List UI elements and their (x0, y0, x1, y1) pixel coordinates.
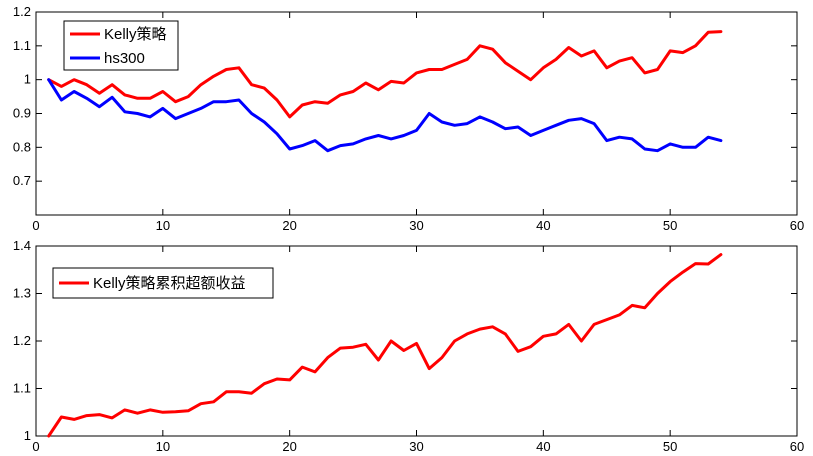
legend-top: Kelly策略 hs300 (63, 20, 179, 71)
x-axis-ticks-top: 0 10 20 30 40 50 60 (32, 12, 804, 233)
x-tick-label-top-6: 60 (790, 218, 804, 233)
x-tick-label-top-5: 50 (663, 218, 677, 233)
x-tick-label-top-3: 30 (409, 218, 423, 233)
x-tick-label-bottom-0: 0 (32, 439, 39, 454)
y-tick-label-top-4: 1.1 (13, 38, 31, 53)
x-tick-label-top-2: 20 (282, 218, 296, 233)
x-tick-label-bottom-6: 60 (790, 439, 804, 454)
y-tick-label-bottom-2: 1.2 (13, 333, 31, 348)
y-tick-label-top-3: 1 (24, 72, 31, 87)
x-tick-label-top-4: 40 (536, 218, 550, 233)
series-line-top-1 (47, 78, 723, 153)
y-axis-ticks-bottom: 1 1.1 1.2 1.3 1.4 (13, 238, 797, 443)
y-tick-label-top-2: 0.9 (13, 106, 31, 121)
x-tick-label-bottom-3: 30 (409, 439, 423, 454)
chart-top: 0.7 0.8 0.9 1 1.1 1.2 0 10 20 30 40 50 60 Kelly策略 h… (13, 4, 804, 233)
x-axis-ticks-bottom: 0 10 20 30 40 50 60 (32, 246, 804, 454)
x-tick-label-bottom-2: 20 (282, 439, 296, 454)
legend-box-top (63, 20, 179, 71)
x-tick-label-bottom-4: 40 (536, 439, 550, 454)
y-tick-label-bottom-3: 1.3 (13, 286, 31, 301)
chart-bottom: 1 1.1 1.2 1.3 1.4 0 10 20 30 40 50 60 Kelly策略累积超额收… (13, 238, 804, 454)
y-tick-label-bottom-1: 1.1 (13, 381, 31, 396)
x-tick-label-bottom-5: 50 (663, 439, 677, 454)
legend-label-excess: Kelly策略累积超额收益 (93, 275, 246, 292)
y-tick-label-top-5: 1.2 (13, 4, 31, 19)
y-axis-ticks-top: 0.7 0.8 0.9 1 1.1 1.2 (13, 4, 797, 188)
legend-bottom: Kelly策略累积超额收益 (52, 267, 274, 299)
x-tick-label-top-1: 10 (156, 218, 170, 233)
series-layer-top (47, 30, 723, 153)
series-line-bottom-0 (47, 253, 723, 438)
series-line-top-0 (47, 30, 723, 119)
legend-label-kelly: Kelly策略 (104, 26, 167, 43)
legend-box-bottom (52, 267, 274, 299)
y-tick-label-top-0: 0.7 (13, 173, 31, 188)
y-tick-label-bottom-0: 1 (24, 428, 31, 443)
y-tick-label-bottom-4: 1.4 (13, 238, 31, 253)
x-tick-label-top-0: 0 (32, 218, 39, 233)
y-tick-label-top-1: 0.8 (13, 139, 31, 154)
legend-label-hs300: hs300 (104, 50, 145, 67)
series-layer-bottom (47, 253, 723, 438)
x-tick-label-bottom-1: 10 (156, 439, 170, 454)
